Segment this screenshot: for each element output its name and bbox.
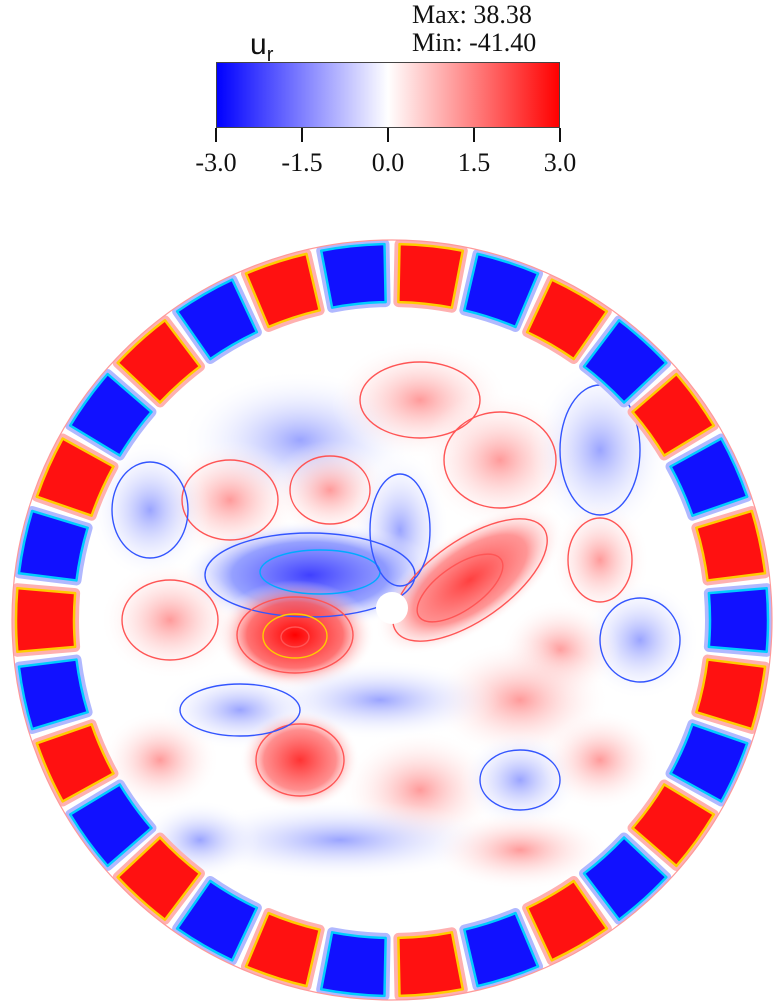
positive-cell xyxy=(695,658,767,731)
colorbar-tick xyxy=(387,128,389,142)
positive-cell xyxy=(525,278,609,361)
colorbar-tick xyxy=(301,128,303,142)
positive-cell xyxy=(35,723,115,803)
positive-cell xyxy=(695,509,767,582)
negative-cell xyxy=(68,372,153,457)
positive-cell xyxy=(14,586,77,654)
negative-cell xyxy=(17,509,89,582)
negative-cell xyxy=(68,783,153,868)
positive-cell xyxy=(397,931,465,998)
negative-cell xyxy=(319,242,387,309)
positive-cell xyxy=(244,911,321,988)
negative-cell xyxy=(669,723,749,803)
max-value-label: Max: 38.38 xyxy=(412,0,532,29)
positive-cell xyxy=(244,252,321,329)
min-value-label: Min: -41.40 xyxy=(412,28,537,57)
negative-cell xyxy=(463,911,540,988)
positive-cell xyxy=(116,836,202,921)
negative-cell xyxy=(17,658,89,731)
negative-cell xyxy=(669,437,749,517)
contour-plot xyxy=(11,239,773,1001)
positive-cell xyxy=(35,437,115,517)
colorbar-tick-label: 0.0 xyxy=(371,148,405,177)
variable-symbol: u xyxy=(250,28,267,61)
negative-cell xyxy=(463,252,540,329)
negative-cell xyxy=(175,278,259,361)
colorbar-tick-label: 1.5 xyxy=(457,148,491,177)
positive-cell xyxy=(525,879,609,962)
colorbar-tick-label: 3.0 xyxy=(543,148,577,177)
interior-contours xyxy=(111,361,681,811)
negative-cell xyxy=(707,586,770,654)
negative-cell xyxy=(582,319,668,404)
colorbar-tick-label: -3.0 xyxy=(195,148,237,177)
colorbar-variable-label: ur xyxy=(250,28,274,66)
positive-cell xyxy=(631,372,716,457)
center-hole xyxy=(376,592,408,624)
positive-cell xyxy=(397,242,465,309)
colorbar-tick-label: -1.5 xyxy=(281,148,323,177)
boundary-cells xyxy=(12,240,772,1000)
domain-boundary xyxy=(11,239,773,1001)
variable-subscript: r xyxy=(266,44,274,66)
colorbar xyxy=(216,62,560,128)
negative-cell xyxy=(582,836,668,921)
positive-cell xyxy=(631,783,716,868)
colorbar-tick xyxy=(215,128,217,142)
negative-cell xyxy=(175,879,259,962)
negative-cell xyxy=(319,931,387,998)
positive-cell xyxy=(116,319,202,404)
colorbar-tick xyxy=(473,128,475,142)
colorbar-tick xyxy=(559,128,561,142)
